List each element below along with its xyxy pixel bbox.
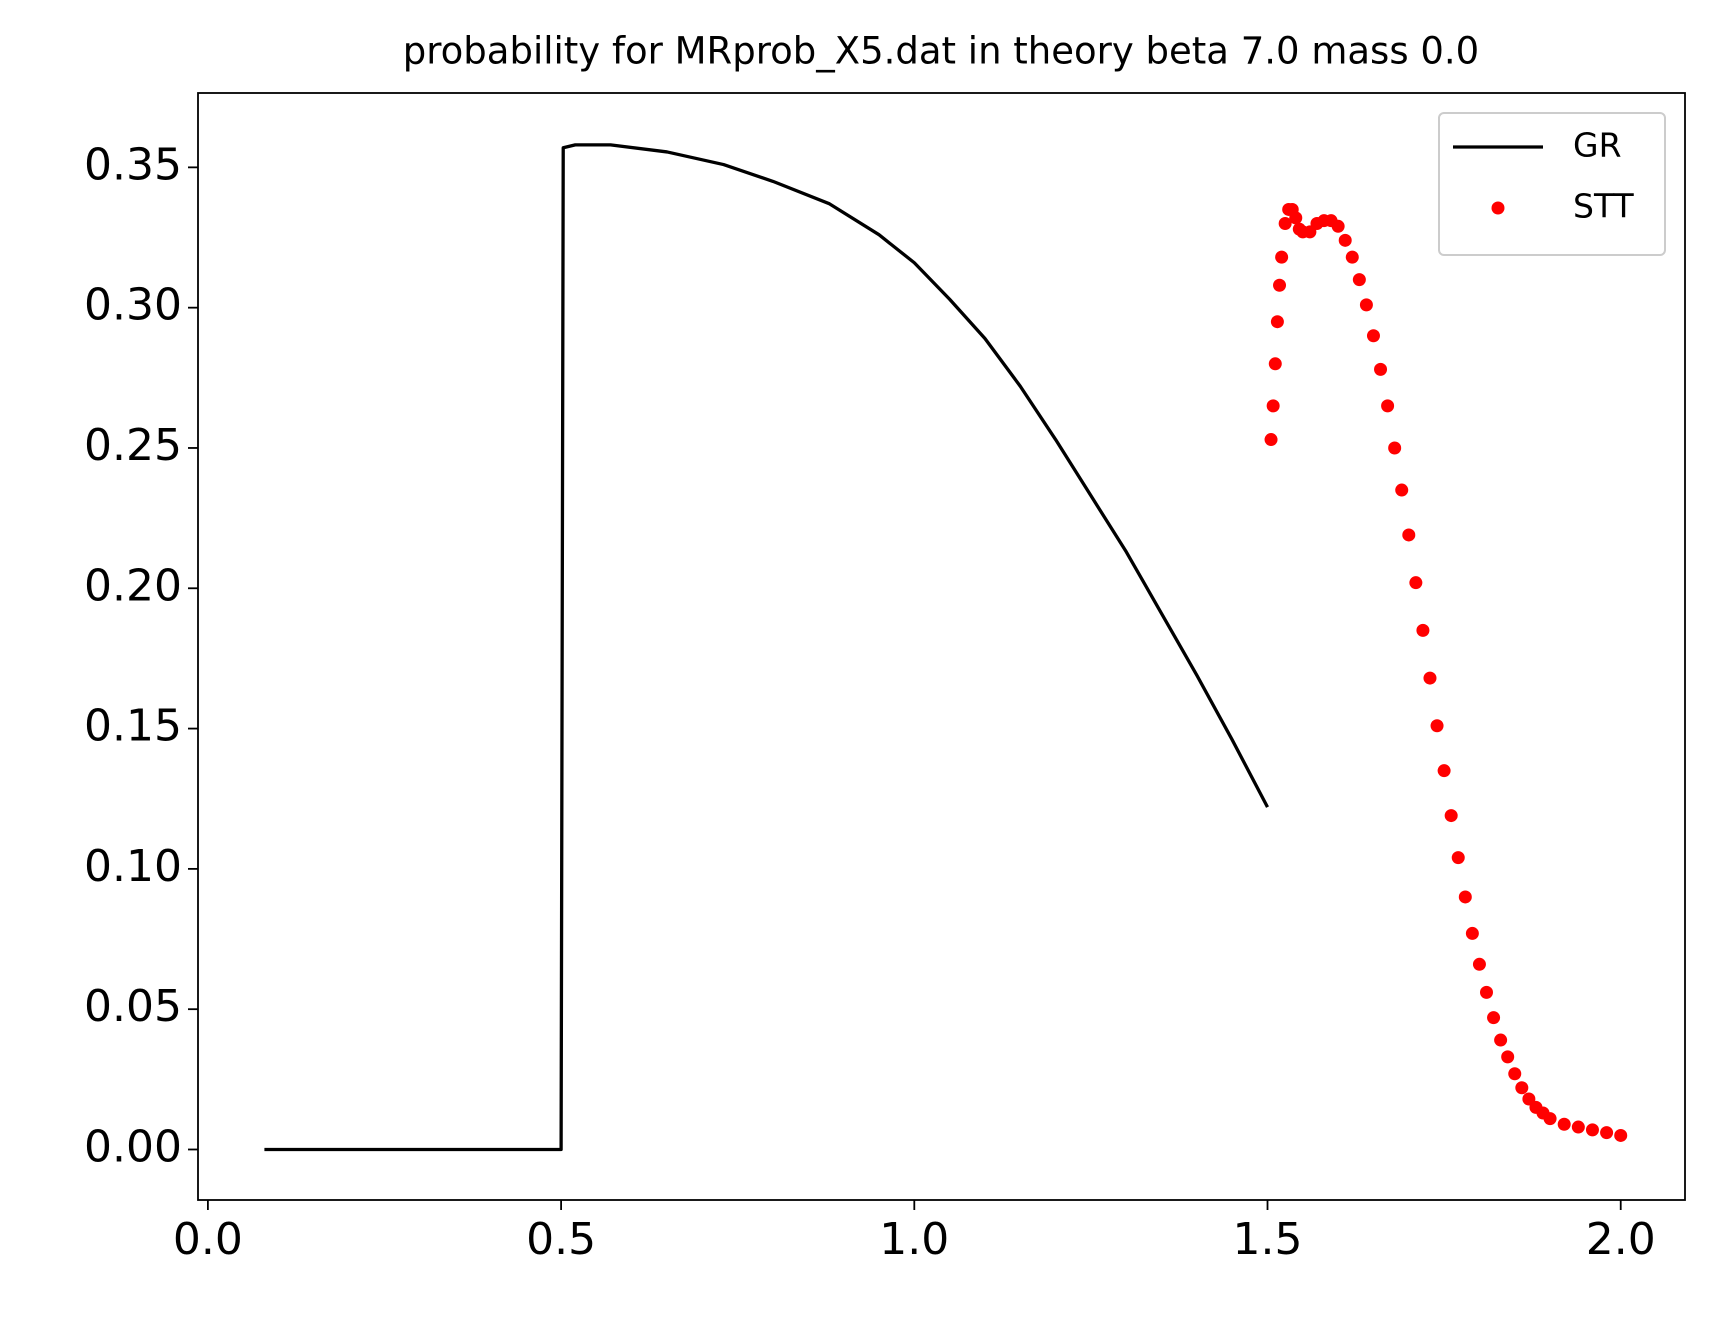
data-point xyxy=(1501,1050,1515,1064)
data-point xyxy=(1266,399,1280,413)
data-point xyxy=(1395,483,1409,497)
data-point xyxy=(1352,273,1366,287)
data-point xyxy=(1381,399,1395,413)
data-point xyxy=(1585,1123,1599,1137)
data-point xyxy=(1515,1081,1529,1095)
y-tick-label: 0.00 xyxy=(84,1121,182,1172)
data-point xyxy=(1437,764,1451,778)
data-point xyxy=(1416,623,1430,637)
data-point xyxy=(1402,528,1416,542)
y-tick-label: 0.35 xyxy=(84,139,182,190)
data-point xyxy=(1508,1067,1522,1081)
data-point xyxy=(1614,1128,1628,1142)
data-point xyxy=(1366,329,1380,343)
data-point xyxy=(1264,433,1278,447)
data-point xyxy=(1479,985,1493,999)
data-point xyxy=(1289,211,1303,225)
data-point xyxy=(1374,362,1388,376)
y-tick-label: 0.10 xyxy=(84,841,182,892)
data-point xyxy=(1331,219,1345,233)
data-point xyxy=(1388,441,1402,455)
data-point xyxy=(1444,809,1458,823)
legend-label: STT xyxy=(1573,187,1635,226)
data-point xyxy=(1409,576,1423,590)
data-point xyxy=(1451,851,1465,865)
data-point xyxy=(1275,250,1289,264)
x-tick-label: 0.0 xyxy=(173,1214,243,1265)
data-point xyxy=(1600,1126,1614,1140)
data-point xyxy=(1268,357,1282,371)
legend-label: GR xyxy=(1573,126,1622,165)
x-tick-label: 2.0 xyxy=(1586,1214,1656,1265)
y-tick-label: 0.25 xyxy=(84,420,182,471)
y-tick-label: 0.05 xyxy=(84,981,182,1032)
data-point xyxy=(1345,250,1359,264)
x-tick-label: 1.0 xyxy=(879,1214,949,1265)
x-tick-label: 1.5 xyxy=(1233,1214,1303,1265)
data-point xyxy=(1338,233,1352,247)
y-tick-label: 0.20 xyxy=(84,560,182,611)
data-point xyxy=(1458,890,1472,904)
chart-title: probability for MRprob_X5.dat in theory … xyxy=(403,30,1479,73)
y-tick-label: 0.15 xyxy=(84,701,182,752)
data-point xyxy=(1273,278,1287,292)
data-point xyxy=(1472,957,1486,971)
data-point xyxy=(1571,1120,1585,1134)
data-point xyxy=(1487,1011,1501,1025)
plot-frame xyxy=(197,92,1686,1201)
data-point xyxy=(1359,298,1373,312)
data-point xyxy=(1543,1112,1557,1126)
data-point xyxy=(1423,671,1437,685)
legend-box xyxy=(1438,112,1666,256)
legend-swatch xyxy=(1491,201,1505,215)
y-tick-label: 0.30 xyxy=(84,280,182,331)
data-point xyxy=(1557,1117,1571,1131)
data-point xyxy=(1278,216,1292,230)
x-tick-label: 0.5 xyxy=(526,1214,596,1265)
data-point xyxy=(1430,719,1444,733)
data-point xyxy=(1465,926,1479,940)
data-point xyxy=(1270,315,1284,329)
data-line xyxy=(264,143,1269,1152)
data-point xyxy=(1494,1033,1508,1047)
